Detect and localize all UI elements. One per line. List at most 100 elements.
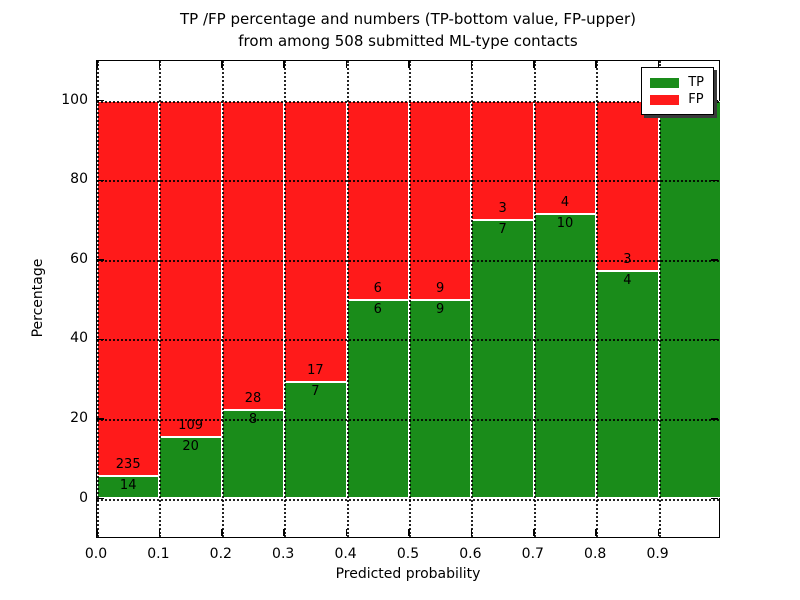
bar-label-tp: 20 <box>182 438 199 454</box>
bar-segment-tp <box>658 100 721 499</box>
x-tick-label: 0.7 <box>521 546 544 562</box>
x-gridline <box>97 61 99 537</box>
bar-label-tp: 7 <box>311 384 320 400</box>
x-axis-label: Predicted probability <box>335 566 481 582</box>
bar-label-tp: 10 <box>556 216 574 232</box>
y-tick <box>711 179 718 181</box>
bar-label-fp: 3 <box>498 201 507 217</box>
x-gridline <box>658 61 661 537</box>
x-tick <box>96 529 98 536</box>
x-tick <box>221 529 223 536</box>
bar-label-tp: 6 <box>373 301 382 317</box>
bar-segment-fp <box>471 100 534 221</box>
y-tick <box>97 99 104 102</box>
chart-title-line2: from among 508 submitted ML-type contact… <box>238 32 578 50</box>
x-tick <box>221 61 223 68</box>
y-tick <box>97 497 104 500</box>
legend: TP FP <box>641 67 714 115</box>
bar-label-tp: 8 <box>248 412 258 428</box>
x-tick-label: 0.5 <box>396 546 420 562</box>
y-tick <box>97 259 104 261</box>
y-tick <box>711 99 718 102</box>
y-gridline <box>97 498 719 501</box>
bar-segment-fp <box>221 100 285 411</box>
x-tick-label: 0.4 <box>334 546 357 562</box>
y-tick <box>711 338 718 341</box>
x-tick-label: 0.2 <box>209 546 232 562</box>
x-tick <box>283 529 285 536</box>
y-tick-label: 40 <box>70 330 88 347</box>
x-tick <box>408 61 410 68</box>
y-tick <box>711 418 718 420</box>
x-tick <box>283 61 285 68</box>
x-gridline <box>221 61 224 537</box>
bar-segment-tp <box>596 271 659 499</box>
x-tick <box>345 529 348 536</box>
tp-color-swatch-icon <box>650 77 680 88</box>
bar-label-tp: 4 <box>623 273 632 289</box>
x-tick <box>533 61 535 68</box>
y-gridline <box>97 259 719 262</box>
bar-label-tp: 14 <box>119 478 137 494</box>
y-gridline <box>97 418 719 421</box>
x-tick <box>595 529 597 536</box>
x-gridline <box>409 61 411 537</box>
bar-label-fp: 109 <box>178 417 203 433</box>
x-tick <box>470 529 473 536</box>
bar-label-fp: 6 <box>373 280 382 296</box>
x-tick-label: 0.6 <box>459 546 482 562</box>
x-gridline <box>471 61 474 537</box>
x-tick <box>533 529 535 536</box>
y-tick <box>711 259 718 261</box>
x-gridline <box>284 61 287 537</box>
x-tick <box>158 529 161 536</box>
y-tick <box>97 418 104 420</box>
x-tick <box>345 61 348 68</box>
x-gridline <box>346 61 349 537</box>
y-tick-label: 80 <box>70 171 88 188</box>
y-tick-label: 100 <box>61 91 88 108</box>
y-gridline <box>97 180 719 183</box>
y-gridline <box>97 339 719 342</box>
x-tick <box>657 529 660 536</box>
x-tick-label: 0.9 <box>646 546 669 562</box>
x-tick-label: 0.0 <box>84 546 108 562</box>
y-tick <box>97 338 104 341</box>
y-tick-label: 60 <box>70 250 88 267</box>
bar-segment-fp <box>159 100 222 437</box>
x-gridline <box>596 61 599 537</box>
bar-segment-fp <box>346 100 409 300</box>
bar-segment-tp <box>346 299 409 499</box>
bar-label-tp: 9 <box>436 301 445 317</box>
y-tick <box>711 497 718 500</box>
legend-item-tp: TP <box>650 74 704 91</box>
y-tick-label: 20 <box>70 409 88 426</box>
y-tick <box>97 179 104 181</box>
x-gridline <box>159 61 162 537</box>
x-tick <box>408 529 410 536</box>
bar-label-fp: 28 <box>244 391 262 407</box>
plot-area: TP FP 2351410920288177669937410349 <box>96 60 721 538</box>
x-tick-label: 0.8 <box>584 546 607 562</box>
x-tick <box>96 61 98 68</box>
legend-label-tp: TP <box>688 75 704 90</box>
bar-segment-tp <box>159 436 222 499</box>
x-tick <box>470 61 473 68</box>
x-tick <box>595 61 597 68</box>
x-tick-label: 0.3 <box>272 546 295 562</box>
bar-label-fp: 3 <box>623 252 632 268</box>
y-gridline <box>97 100 719 103</box>
bar-label-fp: 4 <box>560 195 570 211</box>
bar-segment-fp <box>97 100 160 477</box>
y-tick-label: 0 <box>79 489 88 506</box>
bar-segment-tp <box>221 410 285 499</box>
legend-label-fp: FP <box>688 92 704 107</box>
x-tick-label: 0.1 <box>147 546 170 562</box>
chart-title-line1: TP /FP percentage and numbers (TP-bottom… <box>180 10 636 28</box>
x-tick <box>158 61 161 68</box>
x-tick <box>657 61 660 68</box>
legend-item-fp: FP <box>650 91 704 108</box>
bar-segment-tp <box>533 214 597 499</box>
bar-segment-fp <box>409 100 472 300</box>
